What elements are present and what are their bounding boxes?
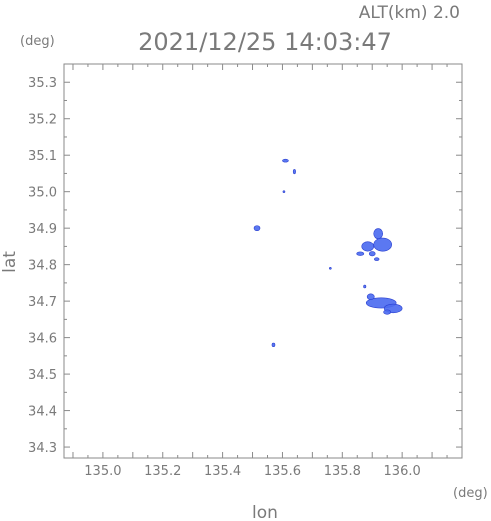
echo-region (368, 251, 376, 257)
x-tick-label: 135.8 (324, 464, 361, 479)
echo-region (282, 158, 289, 163)
altitude-label: ALT(km) 2.0 (359, 3, 460, 23)
echo-region (356, 251, 365, 256)
y-tick-label: 35.0 (28, 186, 57, 201)
echo-layer (253, 158, 403, 348)
x-tick-label: 135.2 (144, 464, 181, 479)
x-tick-label: 136.0 (384, 464, 421, 479)
echo-region (363, 284, 367, 289)
echo-region (366, 293, 375, 300)
echo-region (361, 241, 375, 252)
y-tick-label: 34.8 (28, 259, 57, 274)
echo-region (383, 309, 392, 315)
y-tick-label: 34.5 (28, 368, 57, 383)
axis-ticks: 135.0 135.2 135.4 135.6 135.8 136.0 34.3 34.4 34… (28, 63, 462, 479)
x-tick-label: 135.0 (84, 464, 121, 479)
y-tick-label: 35.1 (28, 149, 57, 164)
y-tick-label: 34.7 (28, 295, 57, 310)
x-tick-label: 135.4 (204, 464, 241, 479)
echo-region (373, 228, 383, 240)
echo-region (271, 342, 276, 348)
plot-frame (63, 63, 463, 459)
y-unit-label: (deg) (20, 34, 55, 49)
x-unit-label: (deg) (453, 486, 488, 501)
y-axis-label: lat (0, 251, 20, 273)
x-tick-label: 135.6 (264, 464, 301, 479)
echo-region (282, 190, 286, 193)
echo-region (374, 257, 380, 261)
y-tick-label: 34.4 (28, 405, 57, 420)
y-tick-label: 34.3 (28, 441, 57, 456)
y-tick-label: 34.9 (28, 222, 57, 237)
y-tick-label: 35.2 (28, 113, 57, 128)
echo-region (292, 169, 296, 175)
echo-region (373, 237, 392, 252)
y-tick-label: 35.3 (28, 76, 57, 91)
echo-region (329, 266, 332, 270)
x-axis-label: lon (252, 503, 278, 521)
y-tick-label: 34.6 (28, 332, 57, 347)
datetime-title: 2021/12/25 14:03:47 (138, 28, 392, 56)
echo-region (253, 225, 261, 232)
